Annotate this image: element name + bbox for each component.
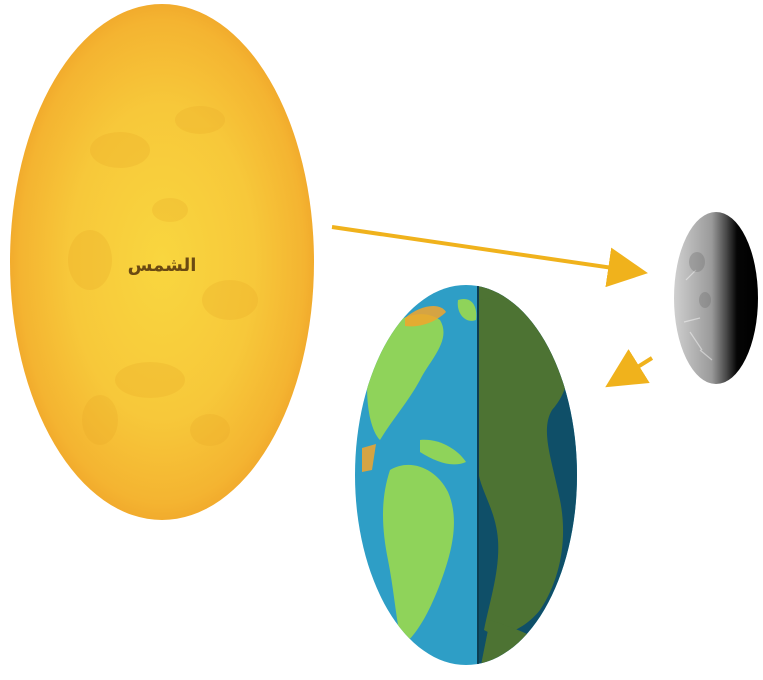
sunlight-arrow [331, 225, 648, 288]
moon-icon [674, 212, 758, 384]
sun-label: الشمس [128, 255, 197, 276]
sun-icon [10, 4, 314, 520]
reflected-light-arrow [605, 349, 654, 388]
earth-icon [355, 285, 577, 665]
